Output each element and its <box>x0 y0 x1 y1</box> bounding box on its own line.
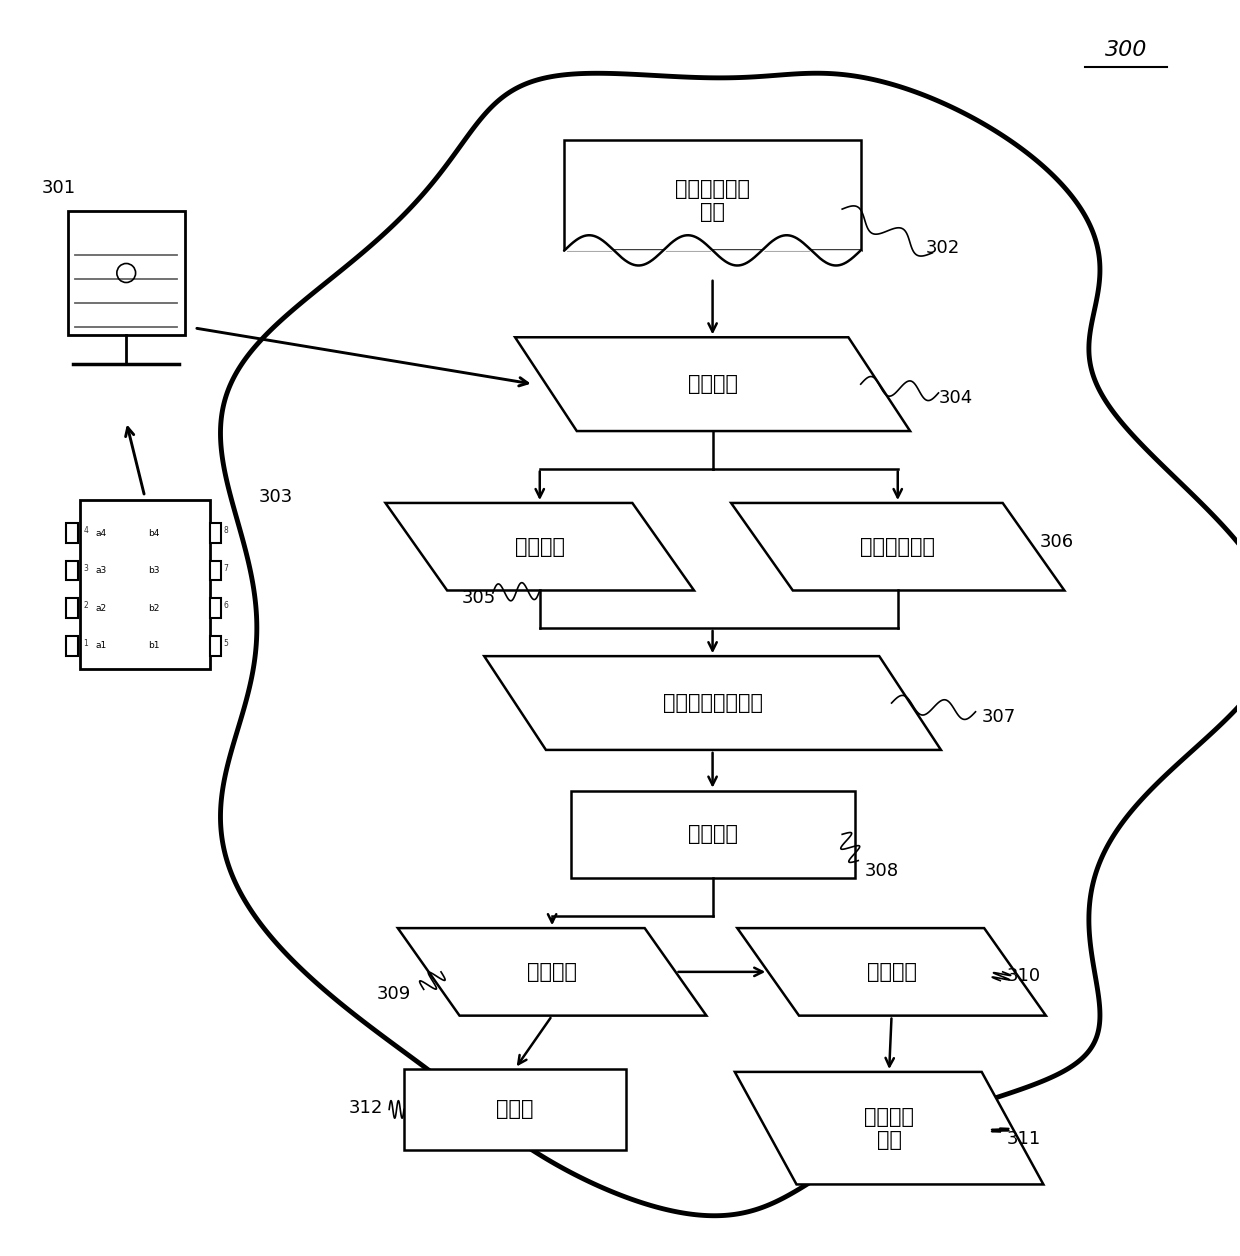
Text: b3: b3 <box>149 566 160 575</box>
Text: a2: a2 <box>95 604 107 613</box>
Text: 吞吐量: 吞吐量 <box>496 1099 534 1119</box>
Text: 302: 302 <box>926 239 961 257</box>
Text: 305: 305 <box>463 589 496 607</box>
Text: 310: 310 <box>1007 967 1040 985</box>
Text: 3: 3 <box>83 564 88 573</box>
FancyBboxPatch shape <box>68 211 185 335</box>
Text: 309: 309 <box>377 986 412 1004</box>
Text: 5: 5 <box>223 639 228 648</box>
Text: 输出延迟
时间: 输出延迟 时间 <box>864 1107 914 1149</box>
Text: 驱动程序加载
脚本: 驱动程序加载 脚本 <box>675 180 750 222</box>
Polygon shape <box>221 73 1240 1216</box>
Polygon shape <box>398 928 707 1016</box>
Text: b1: b1 <box>149 642 160 651</box>
Text: 301: 301 <box>41 178 76 197</box>
Text: 对应关系信息列表: 对应关系信息列表 <box>662 693 763 713</box>
Text: 测试工具: 测试工具 <box>688 824 738 844</box>
Polygon shape <box>515 338 910 431</box>
Text: 驱动程序: 驱动程序 <box>515 536 564 556</box>
Text: a3: a3 <box>95 566 107 575</box>
Text: 标识信息: 标识信息 <box>688 374 738 394</box>
Text: 2: 2 <box>83 602 88 610</box>
Text: 6: 6 <box>223 602 228 610</box>
Polygon shape <box>732 502 1064 590</box>
Polygon shape <box>735 1071 1043 1184</box>
Text: 306: 306 <box>1039 533 1074 550</box>
Text: a1: a1 <box>95 642 107 651</box>
Text: 307: 307 <box>982 708 1016 726</box>
Text: a4: a4 <box>95 529 107 538</box>
FancyBboxPatch shape <box>210 636 221 656</box>
Text: 预设算法: 预设算法 <box>867 962 916 982</box>
FancyBboxPatch shape <box>564 141 861 250</box>
Text: 312: 312 <box>348 1099 383 1117</box>
FancyBboxPatch shape <box>79 500 210 668</box>
FancyBboxPatch shape <box>67 599 78 618</box>
FancyBboxPatch shape <box>67 561 78 580</box>
Text: 8: 8 <box>223 526 228 535</box>
FancyBboxPatch shape <box>210 524 221 543</box>
Text: 300: 300 <box>1105 40 1147 60</box>
Polygon shape <box>386 502 694 590</box>
Text: 311: 311 <box>1007 1130 1040 1148</box>
FancyBboxPatch shape <box>210 599 221 618</box>
Text: 软件开发环境: 软件开发环境 <box>861 536 935 556</box>
FancyBboxPatch shape <box>210 561 221 580</box>
Text: 303: 303 <box>258 487 293 506</box>
FancyBboxPatch shape <box>570 790 854 878</box>
Text: 308: 308 <box>864 862 899 879</box>
Text: 304: 304 <box>939 389 972 407</box>
Text: 7: 7 <box>223 564 228 573</box>
FancyBboxPatch shape <box>404 1069 626 1150</box>
Text: 4: 4 <box>83 526 88 535</box>
Text: b4: b4 <box>149 529 160 538</box>
Text: b2: b2 <box>149 604 160 613</box>
Polygon shape <box>484 656 941 750</box>
FancyBboxPatch shape <box>67 636 78 656</box>
FancyBboxPatch shape <box>67 524 78 543</box>
Polygon shape <box>738 928 1045 1016</box>
Text: 预设参数: 预设参数 <box>527 962 577 982</box>
Text: 1: 1 <box>83 639 88 648</box>
